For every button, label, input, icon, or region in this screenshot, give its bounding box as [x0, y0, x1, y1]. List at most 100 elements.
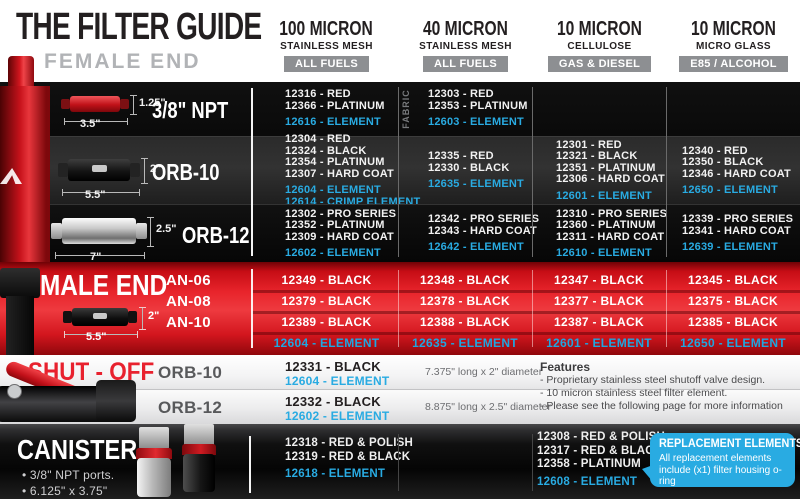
length-dimension-line: [64, 118, 128, 125]
aeromotive-logo: [92, 165, 107, 172]
micron-label: 10 MICRON: [691, 18, 776, 40]
canister-section: CANISTER • 3/8" NPT ports. • 6.125" x 3.…: [0, 424, 800, 499]
callout-tail: [642, 465, 653, 482]
column-divider: [398, 87, 399, 257]
part-number: 12301 - RED: [556, 138, 622, 151]
canister-cap-red: [136, 448, 172, 459]
column-divider: [398, 270, 399, 347]
cell-cellulose-orb12: 12310 - PRO SERIES 12360 - PLATINUM 12311 …: [532, 205, 668, 263]
male-end-section: MALE END AN-06 AN-08 AN-10 5.5" 2" 12349…: [0, 262, 800, 355]
part-number: 12366 - PLATINUM: [285, 99, 385, 112]
shutoff-orb10-parts: 12331 - BLACK 12604 - ELEMENT: [285, 359, 389, 388]
fuel-badge: ALL FUELS: [423, 56, 508, 72]
part-number: 12360 - PLATINUM: [556, 219, 656, 231]
filter-cap: [130, 163, 140, 177]
column-divider: [251, 269, 253, 348]
element-number: 12650 - ELEMENT: [680, 336, 786, 350]
part-number: 12379 - BLACK: [281, 294, 372, 308]
red-filter-image: [70, 96, 120, 112]
part-number: 12375 - BLACK: [688, 294, 778, 308]
part-number: 12387 - BLACK: [554, 315, 644, 329]
black-fitting-hero-image: [0, 268, 40, 298]
part-number: 12331 - BLACK: [285, 359, 381, 374]
female-end-label: FEMALE END: [44, 50, 201, 73]
female-row-npt: 3.5" 1.25" 3/8" NPT 12316 - RED 12366 - P…: [0, 82, 800, 136]
cell-microglass-orb10: 12340 - RED 12350 - BLACK 12346 - HARD COA…: [666, 137, 800, 205]
part-number: 12358 - PLATINUM: [537, 458, 641, 470]
diameter-dimension-line: [139, 307, 146, 330]
cell-40micron-orb10: 12335 - RED 12330 - BLACK 12635 - ELEMENT: [398, 137, 532, 205]
length-dimension-line: [62, 189, 140, 196]
an08-label: AN-08: [166, 293, 211, 310]
shutoff-orb12-parts: 12332 - BLACK 12602 - ELEMENT: [285, 394, 389, 423]
cell-cellulose-npt: [532, 82, 666, 136]
male-cell-100micron: 12349 - BLACK 12379 - BLACK 12389 - BLACK 1…: [255, 272, 398, 356]
part-number: 12303 - RED: [428, 88, 494, 101]
element-number: 12618 - ELEMENT: [285, 468, 386, 480]
canister-cap-red: [182, 444, 216, 455]
element-number: 12635 - ELEMENT: [428, 178, 524, 191]
row-name: ORB-10: [152, 159, 220, 185]
replacement-title: REPLACEMENT ELEMENTS: [659, 438, 800, 450]
part-number: 12306 - HARD COAT: [556, 173, 665, 186]
media-label: STAINLESS MESH: [280, 41, 373, 52]
part-number: 12318 - RED & POLISH: [285, 437, 413, 449]
part-number: 12309 - HARD COAT: [285, 230, 394, 243]
micron-label: 100 MICRON: [279, 18, 374, 40]
part-number: 12350 - BLACK: [682, 156, 764, 168]
part-number: - Please see the following page for more…: [540, 400, 783, 412]
element-number: 12604 - ELEMENT: [285, 184, 381, 196]
row-name: 3/8" NPT: [152, 97, 229, 123]
part-number: 12304 - RED: [285, 133, 351, 145]
part-number: 12343 - HARD COAT: [428, 224, 537, 237]
part-number: 12308 - RED & POLISH: [537, 431, 665, 443]
canister-cell-100micron: 12318 - RED & POLISH 12319 - RED & BLACK …: [285, 437, 413, 482]
micron-label: 10 MICRON: [557, 18, 642, 40]
cell-100micron-orb12: 12302 - PRO SERIES 12352 - PLATINUM 12309 …: [255, 205, 398, 263]
replacement-text: All replacement elements include (x1) fi…: [659, 453, 782, 487]
part-number: 12377 - BLACK: [554, 294, 644, 308]
part-number: - 10 micron stainless steel filter eleme…: [540, 387, 728, 399]
element-number: 12635 - ELEMENT: [412, 336, 518, 350]
part-number: 12311 - HARD COAT: [556, 230, 665, 243]
fuel-badge: ALL FUELS: [284, 56, 369, 72]
filter-cap: [128, 311, 137, 323]
male-cell-cellulose: 12347 - BLACK 12377 - BLACK 12387 - BLACK 1…: [532, 272, 666, 356]
female-row-orb12: 7" 2.5" ORB-12 12302 - PRO SERIES 12352 -…: [0, 204, 800, 263]
canister-bracket-image: [184, 424, 214, 446]
canister-bracket-image: [139, 427, 169, 449]
part-number: 12302 - PRO SERIES: [285, 207, 397, 220]
length-dimension-line: [64, 331, 138, 338]
element-number: 12639 - ELEMENT: [682, 241, 778, 254]
length-dimension: 3.5": [80, 118, 101, 130]
features-block: Features - Proprietary stainless steel s…: [540, 360, 795, 413]
shutoff-orb10-label: ORB-10: [158, 363, 223, 382]
diameter-dimension: 1.25": [139, 97, 166, 109]
red-filter-hero-image: [0, 86, 50, 262]
column-divider: [532, 434, 533, 491]
female-end-section: 3.5" 1.25" 3/8" NPT 12316 - RED 12366 - P…: [0, 82, 800, 263]
part-number: 12310 - PRO SERIES: [556, 207, 668, 220]
column-divider: [532, 87, 533, 257]
shutoff-orb12-label: ORB-12: [158, 398, 223, 417]
cell-microglass-npt: [666, 82, 800, 136]
part-number: 12388 - BLACK: [420, 315, 510, 329]
element-number: 12601 - ELEMENT: [556, 189, 652, 202]
chrome-filter-image: [62, 218, 136, 244]
diameter-dimension-line: [141, 158, 148, 184]
cell-100micron-orb10: 12304 - RED 12324 - BLACK 12354 - PLATINUM…: [255, 133, 420, 207]
part-number: 12317 - RED & BLACK: [537, 444, 663, 457]
column-divider: [532, 270, 533, 347]
filter-cap: [61, 99, 70, 109]
part-number: 12324 - BLACK: [285, 144, 367, 157]
part-number: 12319 - RED & BLACK: [285, 450, 411, 463]
length-dimension: 5.5": [85, 189, 106, 201]
male-end-title: MALE END: [40, 270, 168, 302]
male-cell-microglass: 12345 - BLACK 12375 - BLACK 12385 - BLACK 1…: [666, 272, 800, 356]
part-number: 12353 - PLATINUM: [428, 99, 528, 112]
length-dimension: 5.5": [86, 331, 107, 343]
length-dimension: 7": [90, 251, 102, 263]
element-number: 12604 - ELEMENT: [273, 336, 380, 350]
fabric-tag: FABRIC: [401, 89, 411, 129]
part-number: 12348 - BLACK: [420, 273, 510, 287]
